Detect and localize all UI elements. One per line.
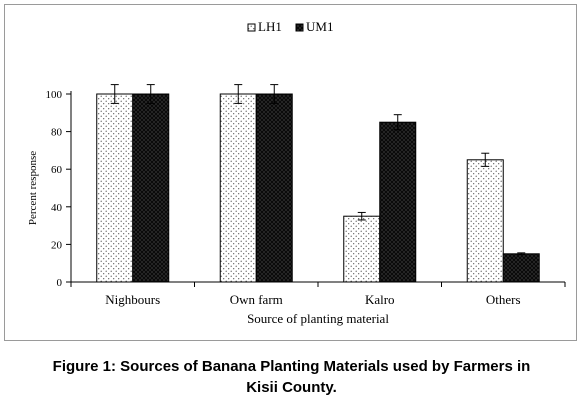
y-tick-label: 40 xyxy=(51,202,63,214)
plot-area: Nighbours Own farm Kalro Others 0 20 40 60 80 100… xyxy=(27,84,566,326)
bar-lh1-others xyxy=(466,159,504,283)
caption-line-2: Kisii County. xyxy=(246,379,337,396)
error-bar-um1-kalro xyxy=(393,114,402,131)
error-bar-um1-others xyxy=(517,252,526,256)
x-tick-label: Own farm xyxy=(230,292,283,307)
legend-item-lh1: LH1 xyxy=(247,19,282,34)
y-tick-label: 80 xyxy=(51,127,63,139)
error-bar-lh1-kalro xyxy=(357,211,366,221)
chart-frame: LH1 UM1 Nighbours Own farm Kalro Others 0 20 40… xyxy=(4,4,577,341)
y-tick-label: 60 xyxy=(51,164,63,176)
bar-lh1-own-farm xyxy=(219,93,257,283)
bar-chart: LH1 UM1 Nighbours Own farm Kalro Others 0 20 40… xyxy=(27,19,566,326)
legend-item-um1: UM1 xyxy=(295,19,333,34)
bar-um1-kalro xyxy=(379,121,417,283)
legend-label-um1: UM1 xyxy=(306,19,333,34)
y-tick-label: 100 xyxy=(46,89,63,101)
legend-swatch-um1 xyxy=(295,23,304,32)
x-axis-label: Source of planting material xyxy=(247,311,389,326)
bar-lh1-nighbours xyxy=(96,93,134,283)
y-tick-label: 0 xyxy=(57,277,63,289)
legend-swatch-lh1 xyxy=(247,23,256,32)
error-bar-lh1-nighbours xyxy=(110,84,119,104)
y-axis-label: Percent response xyxy=(27,151,39,225)
legend-label-lh1: LH1 xyxy=(258,19,282,34)
bar-lh1-kalro xyxy=(343,215,381,283)
error-bar-lh1-own-farm xyxy=(234,84,243,104)
bar-um1-others xyxy=(502,253,540,283)
x-tick-label: Others xyxy=(486,292,521,307)
bar-um1-nighbours xyxy=(132,93,170,283)
y-tick-label: 20 xyxy=(51,239,63,251)
error-bar-um1-nighbours xyxy=(146,84,155,104)
caption-line-1: Figure 1: Sources of Banana Planting Mat… xyxy=(52,358,531,375)
x-tick-label: Nighbours xyxy=(105,292,160,307)
error-bar-lh1-others xyxy=(481,152,490,167)
x-tick-label: Kalro xyxy=(365,292,395,307)
legend: LH1 UM1 xyxy=(247,19,333,34)
bar-um1-own-farm xyxy=(255,93,293,283)
error-bar-um1-own-farm xyxy=(270,84,279,104)
figure-caption: Figure 1: Sources of Banana Planting Mat… xyxy=(0,356,583,398)
